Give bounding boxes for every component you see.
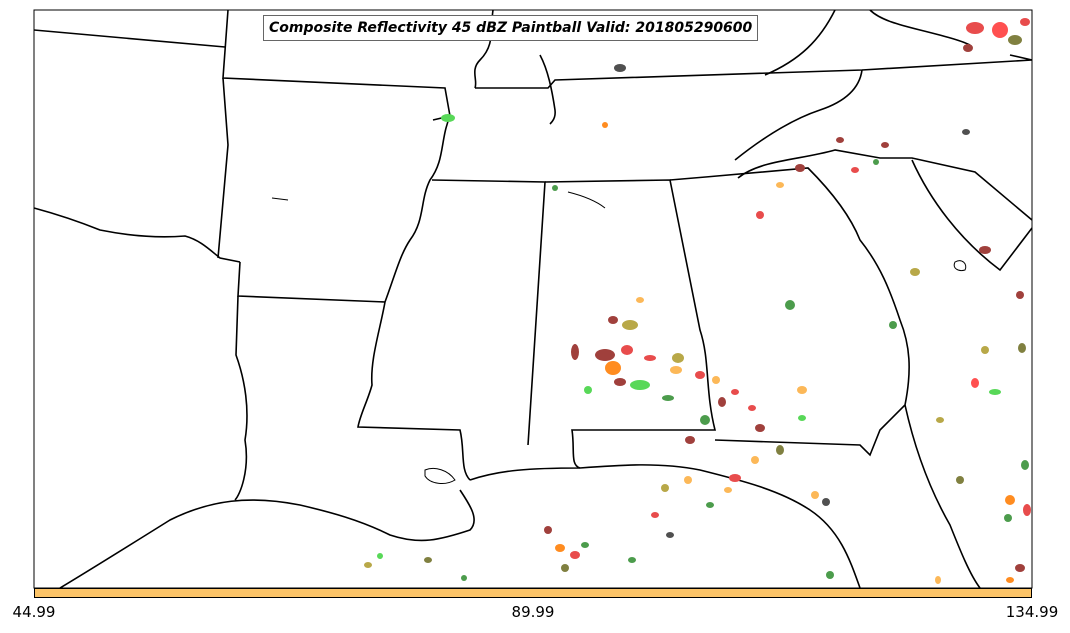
map-title: Composite Reflectivity 45 dBZ Paintball … <box>263 15 759 41</box>
map-frame <box>33 9 1033 589</box>
paintball-blobs <box>364 18 1031 584</box>
colorbar-tick-max: 134.99 <box>1005 603 1059 621</box>
colorbar-tick-min: 44.99 <box>12 603 56 621</box>
colorbar-tick-mid: 89.99 <box>511 603 555 621</box>
lakes <box>271 191 967 484</box>
colorbar <box>34 588 1032 598</box>
